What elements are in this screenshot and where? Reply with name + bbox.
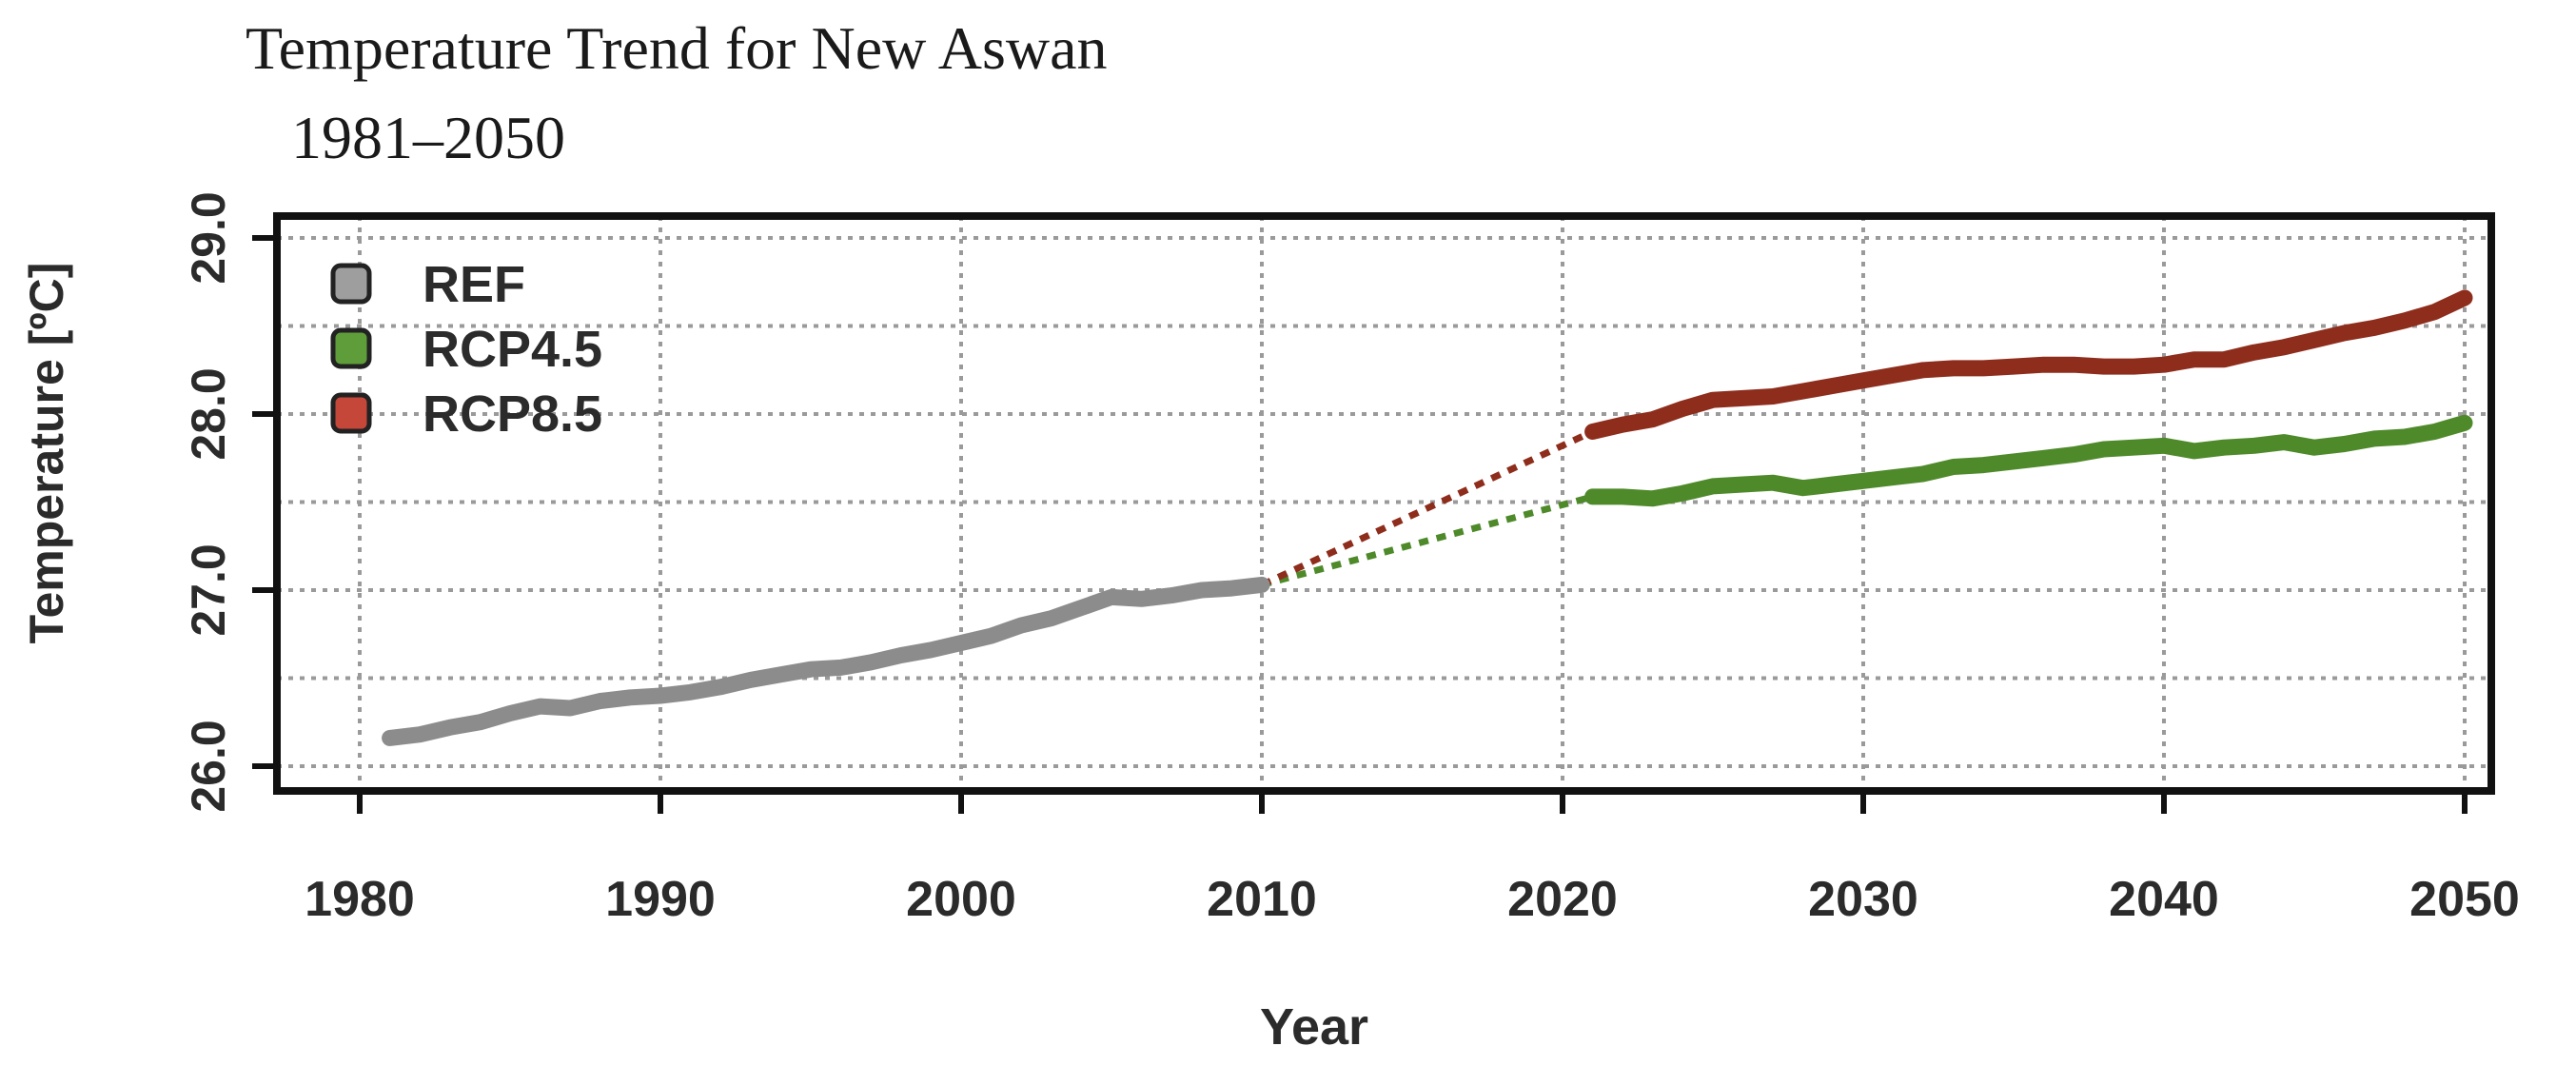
series-line-ref xyxy=(382,576,1270,746)
x-tick-label: 2010 xyxy=(1207,872,1317,927)
legend-label: REF xyxy=(423,256,525,313)
chart-title: Temperature Trend for New Aswan xyxy=(246,14,1108,82)
legend-swatch-rcp4-5 xyxy=(330,327,372,369)
connector-line-rcp8-5 xyxy=(1260,428,1595,588)
y-tick-label: 28.0 xyxy=(182,367,235,460)
axis-layer: 1980 1990 2000 2010 2020 2030 2040 2050 26.0 27.0… xyxy=(182,191,2520,927)
x-tick-label: 2000 xyxy=(906,872,1016,927)
y-tick-label: 29.0 xyxy=(182,191,235,284)
x-axis-label: Year xyxy=(1260,998,1368,1056)
x-tick-label: 1990 xyxy=(605,872,716,927)
plot-frame xyxy=(273,212,2495,795)
legend-swatch-rcp8-5 xyxy=(330,392,372,434)
legend-label: RCP4.5 xyxy=(423,321,602,378)
x-tick-label: 2020 xyxy=(1507,872,1618,927)
x-tick-label: 2040 xyxy=(2109,872,2219,927)
grid-layer xyxy=(277,216,2491,791)
legend-label: RCP8.5 xyxy=(423,385,602,443)
series-layer xyxy=(382,289,2473,746)
legend: REF RCP4.5 RCP8.5 xyxy=(330,256,602,443)
y-tick-label: 26.0 xyxy=(182,720,235,812)
x-tick-label: 1980 xyxy=(305,872,415,927)
y-axis-label: Temperature [ºC] xyxy=(20,263,73,644)
series-line-rcp4-5 xyxy=(1584,414,2473,507)
y-tick-label: 27.0 xyxy=(182,543,235,636)
x-tick-label: 2050 xyxy=(2409,872,2520,927)
legend-swatch-ref xyxy=(330,263,372,305)
x-tick-label: 2030 xyxy=(1808,872,1918,927)
series-line-rcp8-5 xyxy=(1584,289,2473,440)
chart-subtitle: 1981–2050 xyxy=(291,104,565,171)
connector-line-rcp4-5 xyxy=(1261,493,1594,588)
